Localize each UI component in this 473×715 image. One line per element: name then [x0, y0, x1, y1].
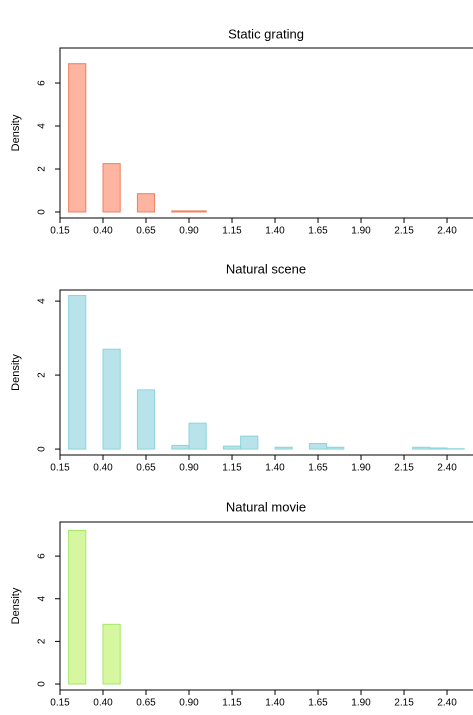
- x-tick-label: 0.65: [136, 226, 156, 237]
- y-tick-label: 2: [37, 166, 48, 172]
- bar: [240, 435, 259, 450]
- plot-frame: [59, 47, 473, 219]
- y-tick-label: 4: [37, 596, 48, 602]
- x-tick-label: 0.90: [179, 226, 199, 237]
- y-tick-label: 2: [37, 372, 48, 378]
- x-tick-label: 0.15: [50, 698, 70, 709]
- bar: [136, 389, 156, 450]
- x-tick-label: 1.15: [222, 463, 242, 474]
- y-tick-label: 4: [37, 298, 48, 304]
- x-tick-label: 1.90: [351, 698, 371, 709]
- y-tick-label: 6: [37, 80, 48, 86]
- plot-frame: [59, 521, 473, 691]
- bar: [68, 63, 87, 213]
- y-tick-label: 0: [37, 209, 48, 215]
- bar: [188, 210, 207, 213]
- x-tick-label: 1.40: [265, 698, 285, 709]
- x-tick-label: 2.40: [437, 698, 457, 709]
- x-tick-label: 2.15: [394, 463, 414, 474]
- x-tick-label: 1.40: [265, 226, 285, 237]
- bar: [412, 446, 431, 450]
- x-tick-label: 0.65: [136, 698, 156, 709]
- x-tick-label: 1.90: [351, 226, 371, 237]
- x-tick-label: 1.15: [222, 698, 242, 709]
- y-tick-label: 6: [37, 553, 48, 559]
- bar: [171, 210, 190, 213]
- x-tick-label: 2.15: [394, 226, 414, 237]
- x-tick-label: 1.15: [222, 226, 242, 237]
- bar: [188, 422, 207, 450]
- x-tick-label: 0.40: [93, 463, 113, 474]
- bar: [102, 163, 121, 213]
- chart-title: Natural scene: [226, 261, 306, 276]
- x-tick-label: 1.65: [308, 226, 328, 237]
- bar: [171, 444, 190, 450]
- x-tick-label: 1.65: [308, 463, 328, 474]
- x-tick-label: 2.15: [394, 698, 414, 709]
- bar: [136, 193, 156, 213]
- bar: [326, 446, 345, 450]
- x-tick-label: 0.40: [93, 226, 113, 237]
- y-tick-label: 0: [37, 446, 48, 452]
- x-tick-label: 2.40: [437, 226, 457, 237]
- x-tick-label: 0.90: [179, 698, 199, 709]
- y-axis-label: Density: [10, 354, 22, 391]
- bar: [429, 447, 448, 450]
- bar: [274, 446, 293, 450]
- x-tick-label: 0.40: [93, 698, 113, 709]
- bar: [68, 530, 87, 685]
- x-tick-label: 0.65: [136, 463, 156, 474]
- bar: [102, 348, 121, 450]
- chart-title: Static grating: [228, 26, 304, 41]
- x-tick-label: 1.65: [308, 698, 328, 709]
- y-tick-label: 4: [37, 123, 48, 129]
- bar: [68, 295, 87, 450]
- y-axis-label: Density: [10, 587, 22, 624]
- y-axis-label: Density: [10, 114, 22, 151]
- bar: [102, 623, 121, 685]
- x-tick-label: 1.90: [351, 463, 371, 474]
- x-tick-label: 0.15: [50, 463, 70, 474]
- bar: [222, 445, 242, 450]
- x-tick-label: 1.40: [265, 463, 285, 474]
- x-tick-label: 0.90: [179, 463, 199, 474]
- bar: [308, 443, 328, 450]
- chart-title: Natural movie: [226, 499, 306, 514]
- plot-frame: [59, 289, 473, 456]
- y-tick-label: 2: [37, 638, 48, 644]
- x-tick-label: 0.15: [50, 226, 70, 237]
- y-tick-label: 0: [37, 681, 48, 687]
- x-tick-label: 2.40: [437, 463, 457, 474]
